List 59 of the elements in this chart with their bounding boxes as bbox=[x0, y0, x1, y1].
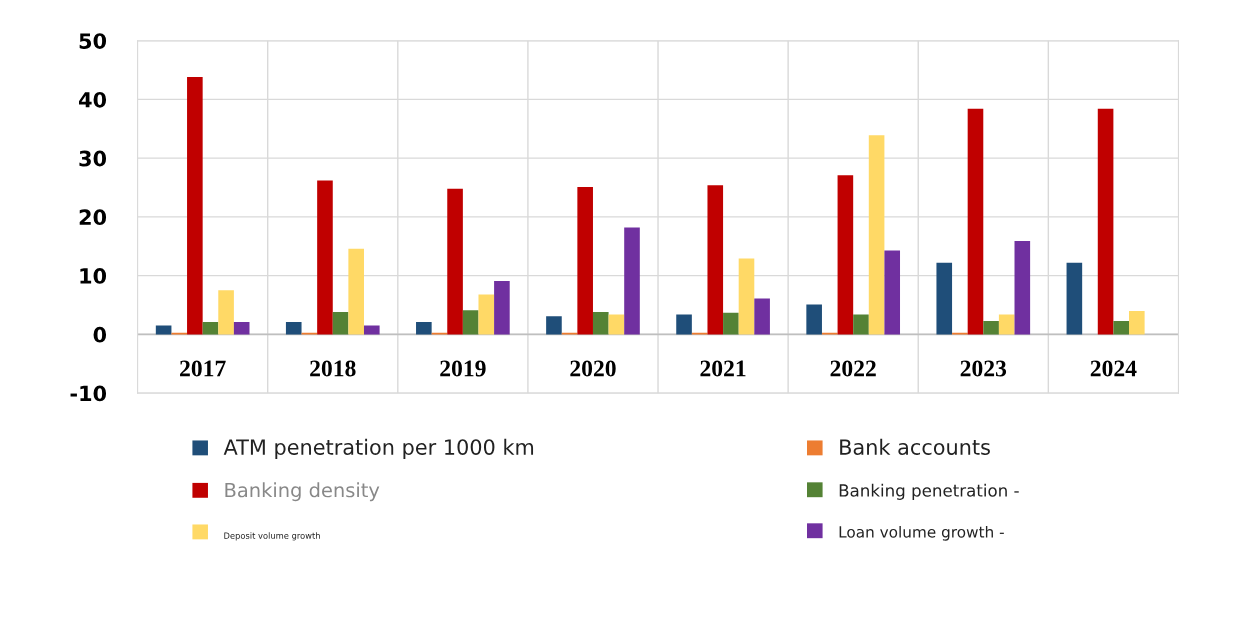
bar bbox=[577, 186, 593, 335]
y-tick-label: 0 bbox=[93, 326, 107, 343]
bar bbox=[936, 262, 953, 335]
bar bbox=[837, 175, 854, 335]
x-tick-label: 2018 bbox=[310, 360, 356, 377]
x-tick-label: 2021 bbox=[700, 360, 746, 377]
bar bbox=[1113, 320, 1129, 335]
legend-label: Deposit volume growth bbox=[224, 532, 320, 541]
bar bbox=[983, 320, 999, 335]
bar bbox=[738, 258, 755, 335]
bar bbox=[187, 77, 203, 335]
bar bbox=[868, 135, 885, 335]
y-tick-label: 10 bbox=[80, 268, 107, 284]
y-tick-label: 30 bbox=[79, 150, 107, 167]
y-tick-label: 50 bbox=[79, 33, 107, 49]
bar bbox=[884, 250, 901, 335]
bar bbox=[624, 227, 640, 335]
bar bbox=[754, 298, 770, 335]
x-tick-label: 2023 bbox=[960, 360, 1007, 377]
y-tick-label: 40 bbox=[79, 91, 107, 108]
bar bbox=[494, 280, 510, 335]
bar bbox=[1014, 240, 1031, 335]
bar bbox=[723, 312, 739, 335]
bar bbox=[806, 304, 822, 335]
legend-label: Bank accounts bbox=[840, 438, 990, 455]
legend-label: Banking density bbox=[225, 482, 380, 502]
bar bbox=[707, 185, 724, 335]
bar bbox=[202, 322, 219, 335]
bar bbox=[462, 310, 479, 335]
x-tick-label: 2019 bbox=[440, 360, 486, 377]
bar bbox=[363, 325, 380, 335]
bar bbox=[233, 322, 250, 335]
x-tick-label: 2022 bbox=[830, 360, 876, 377]
bar bbox=[1129, 310, 1145, 335]
bar bbox=[285, 322, 302, 335]
x-tick-label: 2020 bbox=[570, 360, 616, 377]
x-tick-label: 2024 bbox=[1090, 360, 1137, 377]
bar bbox=[967, 108, 984, 335]
legend-label: ATM penetration per 1000 km bbox=[223, 438, 534, 459]
bar bbox=[478, 294, 495, 335]
bar bbox=[608, 314, 625, 335]
bar bbox=[1066, 262, 1083, 335]
y-tick-label: 20 bbox=[79, 209, 107, 226]
bar bbox=[546, 316, 562, 335]
y-tick-label: -10 bbox=[70, 385, 107, 402]
bar bbox=[416, 322, 432, 335]
x-tick-label: 2017 bbox=[180, 360, 226, 377]
legend-label: Loan volume growth - bbox=[839, 525, 1004, 541]
bar bbox=[348, 248, 364, 335]
legend-label: Banking penetration - bbox=[839, 483, 1019, 500]
bar bbox=[317, 180, 333, 335]
bar bbox=[332, 312, 349, 335]
bar bbox=[998, 314, 1015, 335]
bar bbox=[218, 290, 234, 335]
bar bbox=[676, 314, 692, 335]
bar bbox=[1097, 108, 1114, 335]
bar bbox=[853, 314, 869, 335]
bar bbox=[447, 188, 463, 335]
bar bbox=[592, 312, 609, 335]
